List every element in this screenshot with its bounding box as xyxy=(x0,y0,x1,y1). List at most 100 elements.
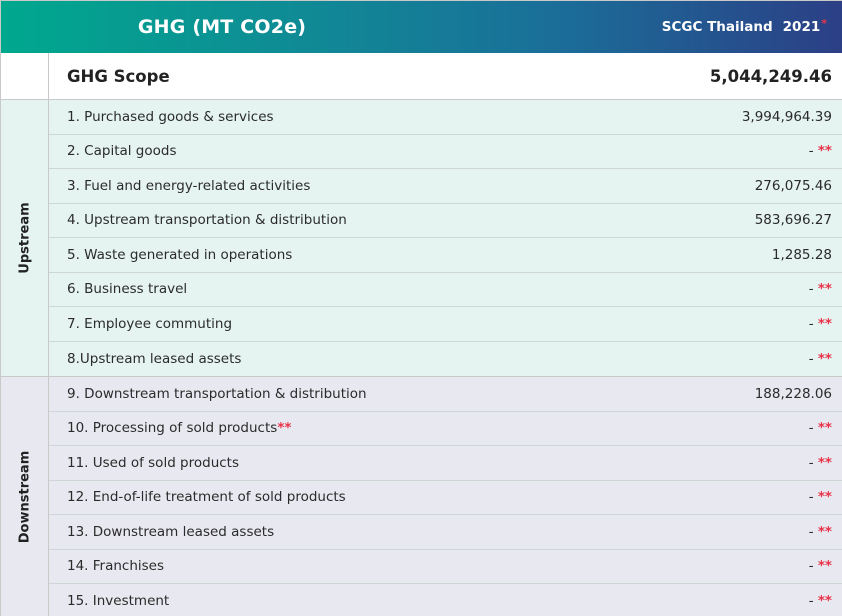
row-label-text: 9. Downstream transportation & distribut… xyxy=(67,385,367,402)
scope-total-value: 5,044,249.46 xyxy=(709,67,832,86)
row-value: - ** xyxy=(809,316,832,332)
year-label: 2021* xyxy=(782,17,827,35)
downstream-side-cell: Downstream xyxy=(1,377,49,616)
row-value-text: 583,696.27 xyxy=(754,212,832,229)
row-label-text: 5. Waste generated in operations xyxy=(67,246,293,263)
row-value: - ** xyxy=(809,420,832,436)
footnote-mark: ** xyxy=(817,315,832,332)
table-row: 13. Downstream leased assets - ** xyxy=(49,515,842,550)
row-label-text: 2. Capital goods xyxy=(67,143,177,160)
table-header: GHG (MT CO2e) SCGC Thailand 2021* xyxy=(1,1,842,53)
row-value: 1,285.28 xyxy=(772,247,832,263)
row-label: 8.Upstream leased assets xyxy=(67,351,241,367)
footnote-mark: ** xyxy=(277,420,292,437)
footnote-mark: ** xyxy=(817,454,832,471)
footnote-mark: ** xyxy=(817,558,832,575)
header-title: GHG (MT CO2e) xyxy=(137,16,307,38)
row-value: - ** xyxy=(809,281,832,297)
row-value-text: - xyxy=(808,420,814,437)
row-value-text: 3,994,964.39 xyxy=(741,108,832,125)
row-label: 3. Fuel and energy-related activities xyxy=(67,178,310,194)
row-value: 276,075.46 xyxy=(755,178,832,194)
table-row: 14. Franchises - ** xyxy=(49,549,842,584)
row-label-text: 1. Purchased goods & services xyxy=(67,108,274,125)
table-row: 8.Upstream leased assets - ** xyxy=(49,341,842,376)
row-value-text: - xyxy=(808,315,814,332)
downstream-section: Downstream 9. Downstream transportation … xyxy=(1,376,842,616)
row-label-text: 10. Processing of sold products xyxy=(67,420,278,437)
row-label: 11. Used of sold products xyxy=(67,455,239,471)
row-value: - ** xyxy=(809,351,832,367)
row-label: 2. Capital goods xyxy=(67,143,177,159)
row-value-text: - xyxy=(808,350,814,367)
row-label: 15. Investment xyxy=(67,593,169,609)
table-row: 12. End-of-life treatment of sold produc… xyxy=(49,480,842,515)
row-label: 1. Purchased goods & services xyxy=(67,109,274,125)
row-value-text: - xyxy=(808,281,814,298)
row-value-text: - xyxy=(808,558,814,575)
row-label: 6. Business travel xyxy=(67,281,187,297)
row-value-text: 188,228.06 xyxy=(754,385,832,402)
footnote-mark: ** xyxy=(817,523,832,540)
row-label: 9. Downstream transportation & distribut… xyxy=(67,386,367,402)
row-label-text: 12. End-of-life treatment of sold produc… xyxy=(67,489,346,506)
table-row: 1. Purchased goods & services 3,994,964.3… xyxy=(49,100,842,135)
table-row: 10. Processing of sold products** - ** xyxy=(49,411,842,446)
row-value-text: - xyxy=(808,523,814,540)
row-label-text: 14. Franchises xyxy=(67,558,165,575)
header-right: SCGC Thailand 2021* xyxy=(662,1,827,53)
downstream-rows: 9. Downstream transportation & distribut… xyxy=(49,377,842,616)
table-row: 5. Waste generated in operations 1,285.28 xyxy=(49,238,842,273)
row-label-text: 8.Upstream leased assets xyxy=(67,350,242,367)
scope-label: GHG Scope xyxy=(67,67,170,86)
row-value: 188,228.06 xyxy=(755,386,832,402)
row-label-text: 4. Upstream transportation & distributio… xyxy=(67,212,347,229)
year-footnote-mark: * xyxy=(821,17,827,30)
row-value: - ** xyxy=(809,558,832,574)
row-value: - ** xyxy=(809,593,832,609)
row-value-text: - xyxy=(808,143,814,160)
row-label-text: 3. Fuel and energy-related activities xyxy=(67,177,311,194)
row-value-text: - xyxy=(808,454,814,471)
row-label: 4. Upstream transportation & distributio… xyxy=(67,212,347,228)
row-label-text: 11. Used of sold products xyxy=(67,454,240,471)
table-row: 4. Upstream transportation & distributio… xyxy=(49,203,842,238)
table-row: 15. Investment - ** xyxy=(49,584,842,616)
row-value: - ** xyxy=(809,489,832,505)
row-label: 14. Franchises xyxy=(67,558,164,574)
row-value-text: 1,285.28 xyxy=(771,246,832,263)
row-label-text: 15. Investment xyxy=(67,593,170,610)
table-row: 11. Used of sold products - ** xyxy=(49,446,842,481)
upstream-side-cell: Upstream xyxy=(1,100,49,376)
footnote-mark: ** xyxy=(817,350,832,367)
footnote-mark: ** xyxy=(817,489,832,506)
row-label: 12. End-of-life treatment of sold produc… xyxy=(67,489,346,505)
table-row: 9. Downstream transportation & distribut… xyxy=(49,377,842,412)
table-row: 6. Business travel - ** xyxy=(49,272,842,307)
table-row: 7. Employee commuting - ** xyxy=(49,307,842,342)
footnote-mark: ** xyxy=(817,281,832,298)
company-label: SCGC Thailand xyxy=(661,19,773,35)
footnote-mark: ** xyxy=(817,420,832,437)
row-value-text: - xyxy=(808,489,814,506)
row-label-text: 13. Downstream leased assets xyxy=(67,523,275,540)
table-row: 2. Capital goods - ** xyxy=(49,134,842,169)
row-label: 5. Waste generated in operations xyxy=(67,247,292,263)
footnote-mark: ** xyxy=(817,593,832,610)
upstream-section: Upstream 1. Purchased goods & services 3,… xyxy=(1,100,842,376)
row-value: - ** xyxy=(809,143,832,159)
row-label-text: 7. Employee commuting xyxy=(67,315,233,332)
footnote-mark: ** xyxy=(817,143,832,160)
row-value: 583,696.27 xyxy=(755,212,832,228)
row-value: - ** xyxy=(809,455,832,471)
upstream-label: Upstream xyxy=(17,202,33,274)
row-label: 13. Downstream leased assets xyxy=(67,524,274,540)
downstream-label: Downstream xyxy=(17,450,33,544)
row-value: 3,994,964.39 xyxy=(742,109,832,125)
year-value: 2021 xyxy=(782,19,821,35)
row-label: 10. Processing of sold products** xyxy=(67,420,291,436)
row-value-text: - xyxy=(808,593,814,610)
row-value-text: 276,075.46 xyxy=(754,177,832,194)
scope-row: GHG Scope 5,044,249.46 xyxy=(1,53,842,100)
